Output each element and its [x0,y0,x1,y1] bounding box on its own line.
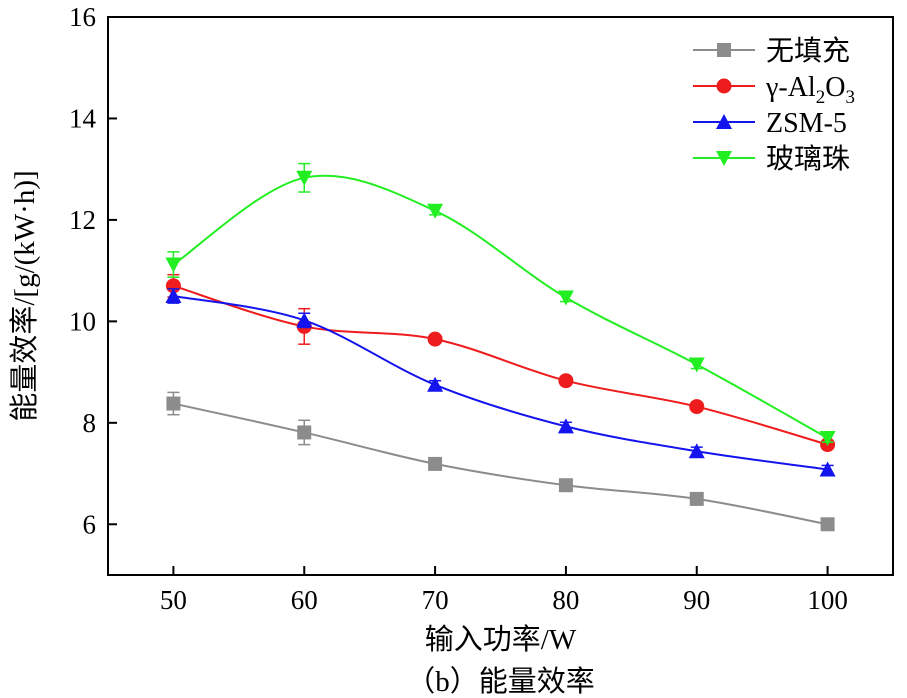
legend-marker [716,114,732,129]
series-line [173,284,828,446]
data-point [166,396,181,411]
y-tick-label: 14 [69,103,97,133]
y-tick-label: 6 [83,509,97,539]
data-point [558,478,573,493]
plot-frame [107,16,894,576]
legend-label: ZSM-5 [766,108,847,139]
x-tick-label: 50 [160,585,187,615]
legend-marker [717,43,731,57]
data-point [428,456,443,471]
data-point [558,373,574,389]
data-point [165,288,182,303]
x-tick-label: 70 [422,585,449,615]
legend-marker [716,78,732,94]
legend-item: ZSM-5 [693,108,847,139]
legend-label: γ-Al2O3 [765,72,855,108]
figure-caption: （b）能量效率 [406,665,595,698]
data-point [819,431,836,447]
y-tick-label: 10 [69,306,96,336]
data-point [427,376,444,392]
series-2 [165,288,836,477]
data-point [557,290,574,306]
data-point [427,203,444,219]
legend-item: 玻璃珠 [693,143,850,175]
y-tick-label: 8 [83,408,97,438]
x-tick-label: 60 [291,585,318,615]
data-point [296,312,313,328]
x-tick-label: 90 [683,585,710,615]
data-point [165,257,182,273]
data-point [820,517,835,532]
data-point [689,399,705,415]
x-tick-label: 80 [552,585,579,615]
data-point [297,425,312,440]
y-tick-label: 16 [69,2,96,32]
x-tick-label: 100 [807,585,848,615]
legend-item: 无填充 [693,35,850,67]
data-point [296,170,313,186]
legend-item: γ-Al2O3 [693,72,855,108]
data-point [427,331,443,347]
data-point [688,443,705,459]
y-tick-label: 12 [69,205,96,235]
y-axis-label: 能量效率/[g/(kW·h)] [8,170,41,421]
legend-label: 无填充 [766,35,850,67]
data-point [688,357,705,373]
series-3 [165,162,836,447]
series-line [173,402,828,526]
data-point [819,461,836,477]
series-0 [166,391,835,532]
series-line [173,295,828,471]
legend-label: 玻璃珠 [766,143,850,175]
data-point [557,418,574,434]
x-axis-label: 输入功率/W [425,623,577,656]
legend-marker [716,151,732,166]
series-1 [165,273,836,453]
series-line [172,174,829,439]
data-point [689,491,704,506]
